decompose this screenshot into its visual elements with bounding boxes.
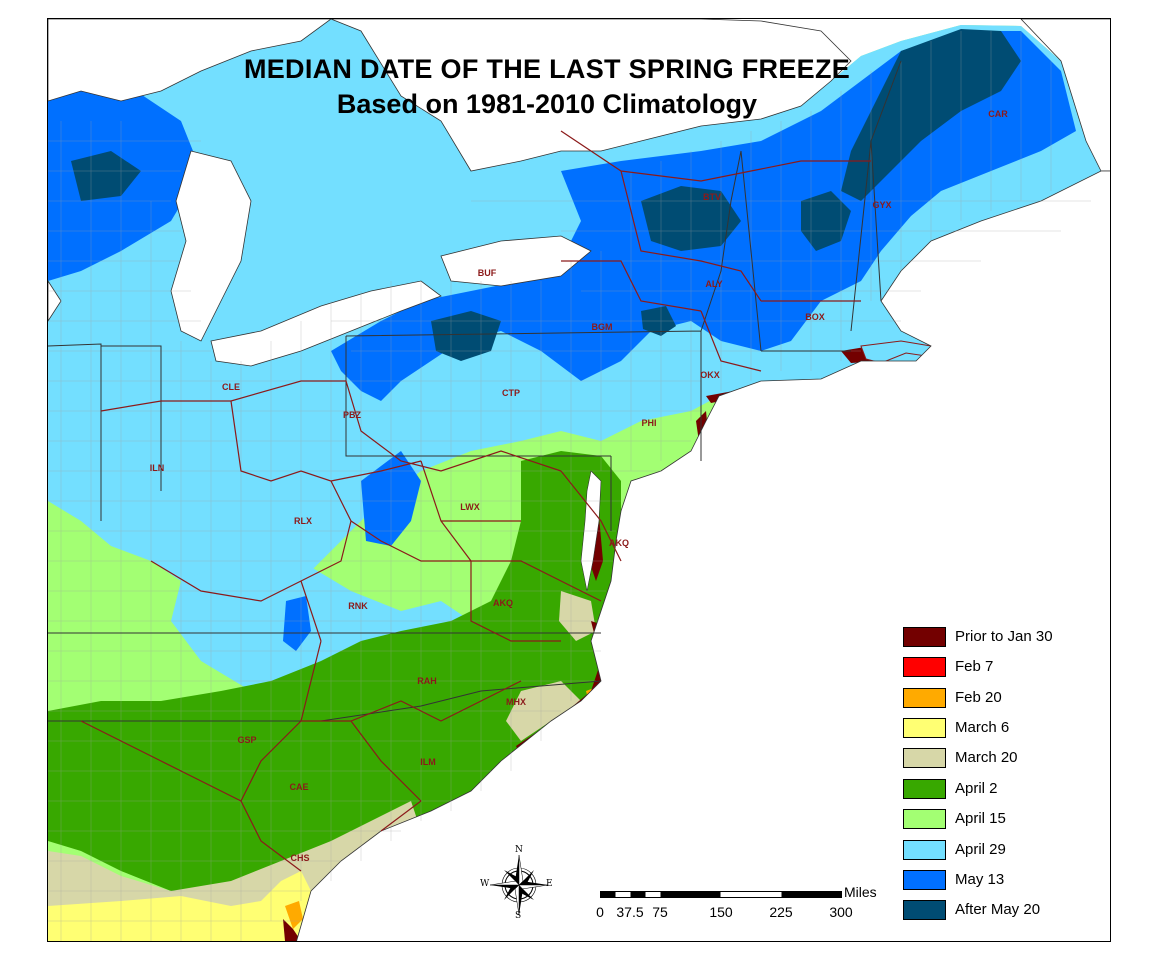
zone-may-13-va <box>283 596 311 651</box>
scale-bar: 0 37.5 75 150 225 300 Miles <box>596 884 890 927</box>
zone-coast-maroon-sc <box>283 919 301 941</box>
map-canvas <box>48 19 1110 941</box>
scale-bar-graphic <box>600 891 842 898</box>
map-frame <box>47 18 1111 942</box>
legend-label: April 2 <box>955 780 998 797</box>
office-label-ilm: ILM <box>420 757 436 767</box>
office-label-box: BOX <box>805 312 825 322</box>
legend-swatch <box>903 809 946 829</box>
lake-huron <box>170 150 252 342</box>
office-label-mhx: MHX <box>506 697 526 707</box>
zone-april-2-mid-atlantic <box>48 451 621 901</box>
office-label-okx: OKX <box>700 370 720 380</box>
legend-swatch <box>903 718 946 738</box>
legend-label: After May 20 <box>955 901 1041 918</box>
office-label-cae: CAE <box>289 782 309 792</box>
office-label-btv: BTV <box>703 192 721 202</box>
legend-label: April 15 <box>955 810 1006 827</box>
cape-cod <box>860 340 932 364</box>
map-title: MEDIAN DATE OF THE LAST SPRING FREEZE <box>243 54 851 84</box>
scale-tick-label: 150 <box>709 904 733 920</box>
compass-star-icon <box>489 854 549 916</box>
office-label-akq-north: AKQ <box>609 538 629 548</box>
scale-unit-label: Miles <box>844 884 877 900</box>
scale-tick-label: 300 <box>829 904 853 920</box>
legend-label: Feb 20 <box>955 689 1002 706</box>
office-label-ctp: CTP <box>502 388 520 398</box>
office-label-rnk: RNK <box>348 601 368 611</box>
office-label-phi: PHI <box>641 418 657 428</box>
office-label-rah: RAH <box>417 676 437 686</box>
compass-w-label: W <box>480 879 490 889</box>
zone-april-29-appalachia <box>171 561 471 701</box>
legend-swatch <box>903 748 946 768</box>
office-label-buf: BUF <box>477 268 497 278</box>
office-label-car: CAR <box>988 109 1008 119</box>
legend-label: Prior to Jan 30 <box>955 628 1053 645</box>
zone-march-20-coastal-va <box>559 591 596 641</box>
legend-swatch <box>903 627 946 647</box>
zone-after-may-20-pa <box>431 311 501 361</box>
legend-swatch <box>903 870 946 890</box>
lake-ontario <box>440 235 592 287</box>
zone-march-6-south <box>48 871 311 941</box>
office-label-bgm: BGM <box>591 322 613 332</box>
lake-superior-michigan <box>48 19 332 102</box>
legend-label: April 29 <box>955 841 1006 858</box>
canada-north <box>330 19 852 172</box>
legend-swatch <box>903 688 946 708</box>
compass-n-label: N <box>515 845 523 855</box>
legend-label: Feb 7 <box>955 658 994 675</box>
legend-swatch <box>903 657 946 677</box>
legend-label: March 6 <box>955 719 1010 736</box>
office-label-chs: CHS <box>290 853 310 863</box>
map-subtitle: Based on 1981-2010 Climatology <box>336 89 758 119</box>
office-label-gyx: GYX <box>872 200 892 210</box>
scale-tick-label: 0 <box>596 904 604 920</box>
office-label-cle: CLE <box>222 382 240 392</box>
office-label-rlx: RLX <box>294 516 312 526</box>
scale-tick-label: 75 <box>652 904 668 920</box>
compass-s-label: S <box>515 911 522 921</box>
compass-rose-icon: N S E W <box>480 845 554 921</box>
scale-tick-label: 37.5 <box>616 904 644 920</box>
zone-after-may-20-mi <box>71 151 141 201</box>
office-label-pbz: PBZ <box>343 410 361 420</box>
legend-swatch <box>903 840 946 860</box>
state-boundaries <box>48 60 902 722</box>
cwa-boundaries <box>80 130 871 872</box>
legend-swatch <box>903 900 946 920</box>
scale-tick-label: 225 <box>769 904 793 920</box>
compass-e-label: E <box>546 879 553 889</box>
office-label-akq: AKQ <box>493 598 513 608</box>
zone-feb-20-coast <box>285 901 303 929</box>
legend-label: May 13 <box>955 871 1005 888</box>
zone-after-may-20-nh <box>801 191 851 251</box>
office-label-gsp: GSP <box>237 735 257 745</box>
office-label-lwx: LWX <box>460 502 480 512</box>
office-label-iln: ILN <box>149 463 165 473</box>
legend-swatch <box>903 779 946 799</box>
office-label-aly: ALY <box>705 279 723 289</box>
legend-label: March 20 <box>955 749 1018 766</box>
